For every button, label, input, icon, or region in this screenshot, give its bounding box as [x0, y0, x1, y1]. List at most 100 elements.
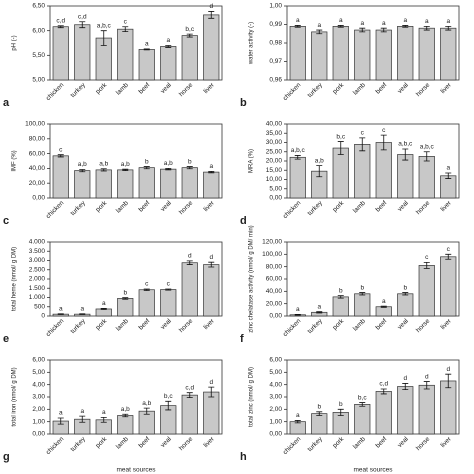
y-tick-label: 3,00 — [269, 394, 282, 401]
bar — [160, 168, 177, 199]
y-tick-label: 2,00 — [32, 406, 45, 413]
significance-label: d — [403, 375, 407, 382]
bar — [95, 169, 112, 199]
error-bar — [100, 416, 107, 423]
x-tick-label: horse — [178, 317, 195, 334]
bar — [138, 49, 155, 81]
y-tick-label: 0,00 — [32, 431, 45, 438]
x-axis-label: meat sources — [116, 467, 156, 474]
error-bar — [208, 261, 215, 268]
x-tick-label: liver — [439, 317, 453, 331]
error-bar — [294, 420, 301, 424]
significance-label: b,c — [358, 394, 367, 401]
significance-label: b — [317, 404, 321, 411]
y-tick-label: 6,00 — [269, 357, 282, 364]
x-tick-label: beef — [374, 436, 388, 450]
y-tick-label: 0,00 — [269, 195, 282, 202]
x-tick-label: turkey — [306, 317, 324, 335]
x-tick-label: liver — [202, 199, 216, 213]
y-tick-label: 5,00 — [269, 185, 282, 192]
x-tick-label: lamb — [115, 81, 130, 96]
y-tick-label: 60,00 — [266, 276, 283, 283]
y-tick-label: 2,00 — [269, 406, 282, 413]
x-tick-label: horse — [415, 317, 432, 334]
error-bar — [294, 25, 301, 28]
error-bar — [359, 137, 366, 152]
error-bar — [208, 170, 215, 174]
x-tick-label: beef — [137, 318, 151, 332]
x-tick-label: chicken — [45, 81, 66, 102]
error-bar — [186, 260, 193, 265]
error-bar — [100, 308, 107, 310]
y-tick-label: 0,99 — [269, 21, 282, 28]
y-tick-label: 500 — [34, 303, 45, 310]
y-tick-label: 6,50 — [32, 3, 45, 10]
y-tick-label: 25,00 — [266, 148, 283, 155]
bar — [418, 27, 435, 81]
error-bar — [165, 168, 172, 171]
y-tick-label: 120,00 — [262, 239, 282, 246]
bar — [203, 391, 220, 435]
x-tick-label: pork — [94, 199, 108, 213]
significance-label: a,b — [315, 157, 324, 164]
significance-label: a — [317, 303, 321, 310]
significance-label: a,b,c — [420, 143, 435, 150]
bar — [117, 169, 134, 199]
error-bar — [380, 27, 387, 33]
error-bar — [122, 297, 129, 300]
y-tick-label: 1.000 — [29, 294, 46, 301]
bar — [138, 289, 155, 317]
x-tick-label: chicken — [282, 317, 303, 338]
bar — [289, 156, 306, 199]
x-tick-label: veal — [396, 199, 410, 213]
error-bar — [423, 381, 430, 390]
x-tick-label: veal — [159, 199, 173, 213]
x-tick-label: veal — [159, 317, 173, 331]
x-tick-label: horse — [178, 199, 195, 216]
error-bar — [143, 48, 150, 51]
bar — [311, 31, 328, 81]
bar — [138, 167, 155, 199]
bar — [74, 24, 91, 81]
y-tick-label: 30,00 — [266, 139, 283, 146]
significance-label: b — [360, 284, 364, 291]
error-bar — [294, 314, 301, 316]
error-bar — [380, 388, 387, 395]
panel-letter: b — [240, 97, 247, 109]
error-bar — [359, 27, 366, 33]
y-tick-label: 6,00 — [32, 357, 45, 364]
y-axis-label: zinc chelatase activity (nmol/ g DM/ min… — [249, 225, 255, 332]
error-bar — [122, 168, 129, 172]
error-bar — [402, 25, 409, 28]
error-bar — [57, 154, 64, 158]
error-bar — [402, 148, 409, 161]
bar — [375, 29, 392, 81]
error-bar — [186, 166, 193, 170]
error-bar — [208, 11, 215, 19]
x-tick-label: horse — [178, 435, 195, 452]
y-tick-label: 3.000 — [29, 257, 46, 264]
y-tick-label: 40,00 — [266, 288, 283, 295]
significance-label: b,c — [185, 26, 194, 33]
bar — [354, 144, 371, 199]
error-bar — [186, 392, 193, 399]
x-tick-label: lamb — [115, 435, 130, 450]
x-tick-label: pork — [331, 81, 345, 95]
significance-label: c,d — [185, 384, 194, 391]
bar — [397, 386, 414, 435]
bar — [52, 155, 69, 199]
error-bar — [208, 386, 215, 398]
significance-label: a,b — [121, 161, 130, 168]
error-bar — [380, 134, 387, 151]
error-bar — [359, 292, 366, 296]
y-tick-label: 4,00 — [269, 381, 282, 388]
error-bar — [79, 415, 86, 423]
x-tick-label: veal — [396, 81, 410, 95]
significance-label: a — [360, 20, 364, 27]
y-tick-label: 1,00 — [269, 3, 282, 10]
bar — [418, 156, 435, 199]
x-tick-label: liver — [202, 435, 216, 449]
y-tick-label: 60,00 — [29, 150, 46, 157]
x-tick-label: chicken — [45, 317, 66, 338]
bar — [440, 27, 457, 81]
